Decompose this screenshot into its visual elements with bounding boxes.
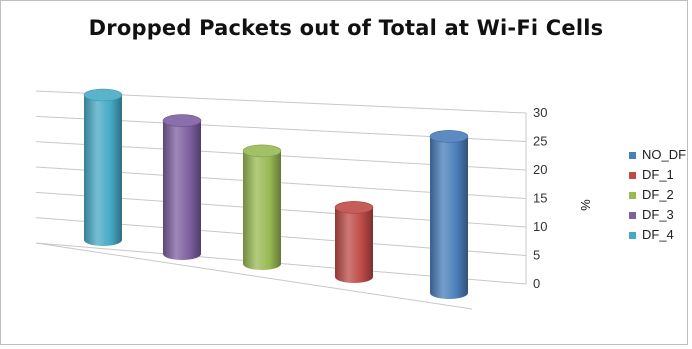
bar-top (83, 88, 123, 102)
bar-top (242, 144, 282, 158)
legend-label: DF_3 (642, 207, 674, 222)
legend-swatch (629, 212, 636, 219)
y-tick-label: 0 (533, 276, 540, 291)
legend-label: NO_DF (642, 147, 687, 162)
bar-body (335, 207, 373, 283)
bar-df-4 (83, 88, 123, 246)
legend-label: DF_4 (642, 227, 674, 242)
bars (83, 88, 469, 299)
bar-no-df (429, 130, 469, 299)
bar-body (84, 95, 122, 246)
bar-df-3 (162, 114, 202, 260)
y-tick-label: 10 (533, 219, 547, 234)
floor-edge (35, 242, 473, 310)
chart-title: Dropped Packets out of Total at Wi-Fi Ce… (88, 16, 604, 40)
legend-label: DF_1 (642, 167, 674, 182)
bar-top (334, 201, 374, 214)
bar-df-1 (334, 201, 374, 283)
legend-swatch (629, 232, 636, 239)
bar-body (430, 136, 468, 299)
legend-label: DF_2 (642, 187, 674, 202)
y-axis: 0 5 10 15 20 25 30 (533, 105, 547, 291)
y-tick-label: 5 (533, 248, 540, 263)
legend-swatch (629, 172, 636, 179)
y-axis-label: % (578, 199, 593, 211)
legend-swatch (629, 152, 636, 159)
legend-swatch (629, 192, 636, 199)
y-tick-label: 30 (533, 105, 547, 120)
bar-body (243, 150, 281, 270)
bar-top (429, 130, 469, 143)
bar-body (163, 120, 201, 260)
bar-df-2 (242, 144, 282, 270)
y-tick-label: 20 (533, 162, 547, 177)
y-tick-label: 25 (533, 134, 547, 149)
y-tick-label: 15 (533, 191, 547, 206)
bar-top (162, 114, 202, 127)
